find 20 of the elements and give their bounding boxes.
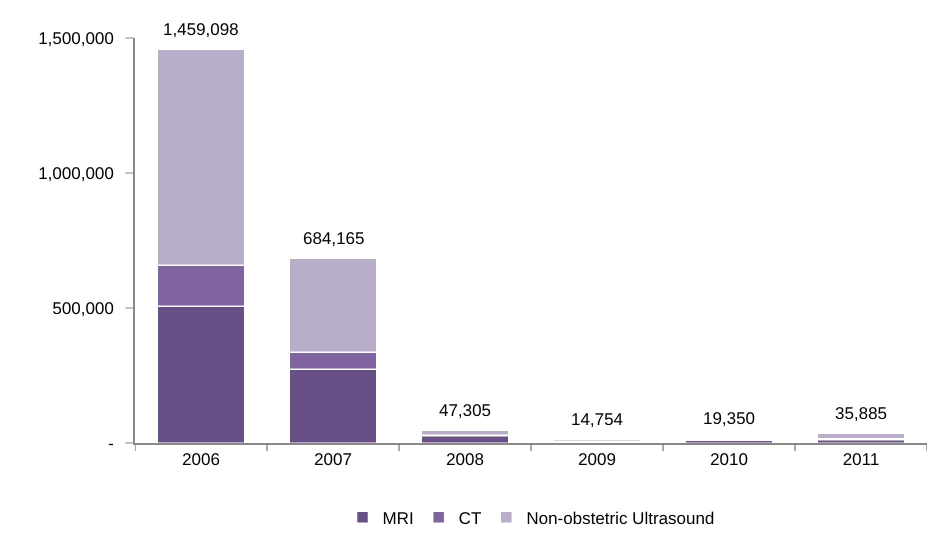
- y-tick-label: 500,000: [52, 298, 114, 318]
- total-label: 1,459,098: [163, 20, 239, 39]
- x-tick-label: 2011: [842, 450, 880, 470]
- x-tick-label: 2006: [182, 450, 220, 470]
- x-tick-label: 2010: [710, 450, 748, 470]
- bar: [816, 432, 906, 440]
- x-tick-label: 2009: [578, 450, 616, 470]
- total-label: 35,885: [835, 404, 887, 423]
- y-tick-label: 1,000,000: [38, 164, 114, 183]
- x-tick-label: 2008: [446, 450, 484, 470]
- y-tick-label: -: [108, 434, 114, 453]
- total-label: 14,754: [571, 410, 623, 429]
- legend-label: MRI: [382, 508, 414, 528]
- total-label: 684,165: [303, 229, 364, 248]
- legend-label: Non-obstetric Ultrasound: [526, 508, 714, 528]
- total-label: 19,350: [703, 409, 755, 428]
- y-tick-label: 1,500,000: [38, 28, 114, 48]
- total-label: 47,305: [439, 401, 491, 420]
- legend-label: CT: [458, 508, 482, 528]
- x-tick-label: 2007: [314, 450, 352, 470]
